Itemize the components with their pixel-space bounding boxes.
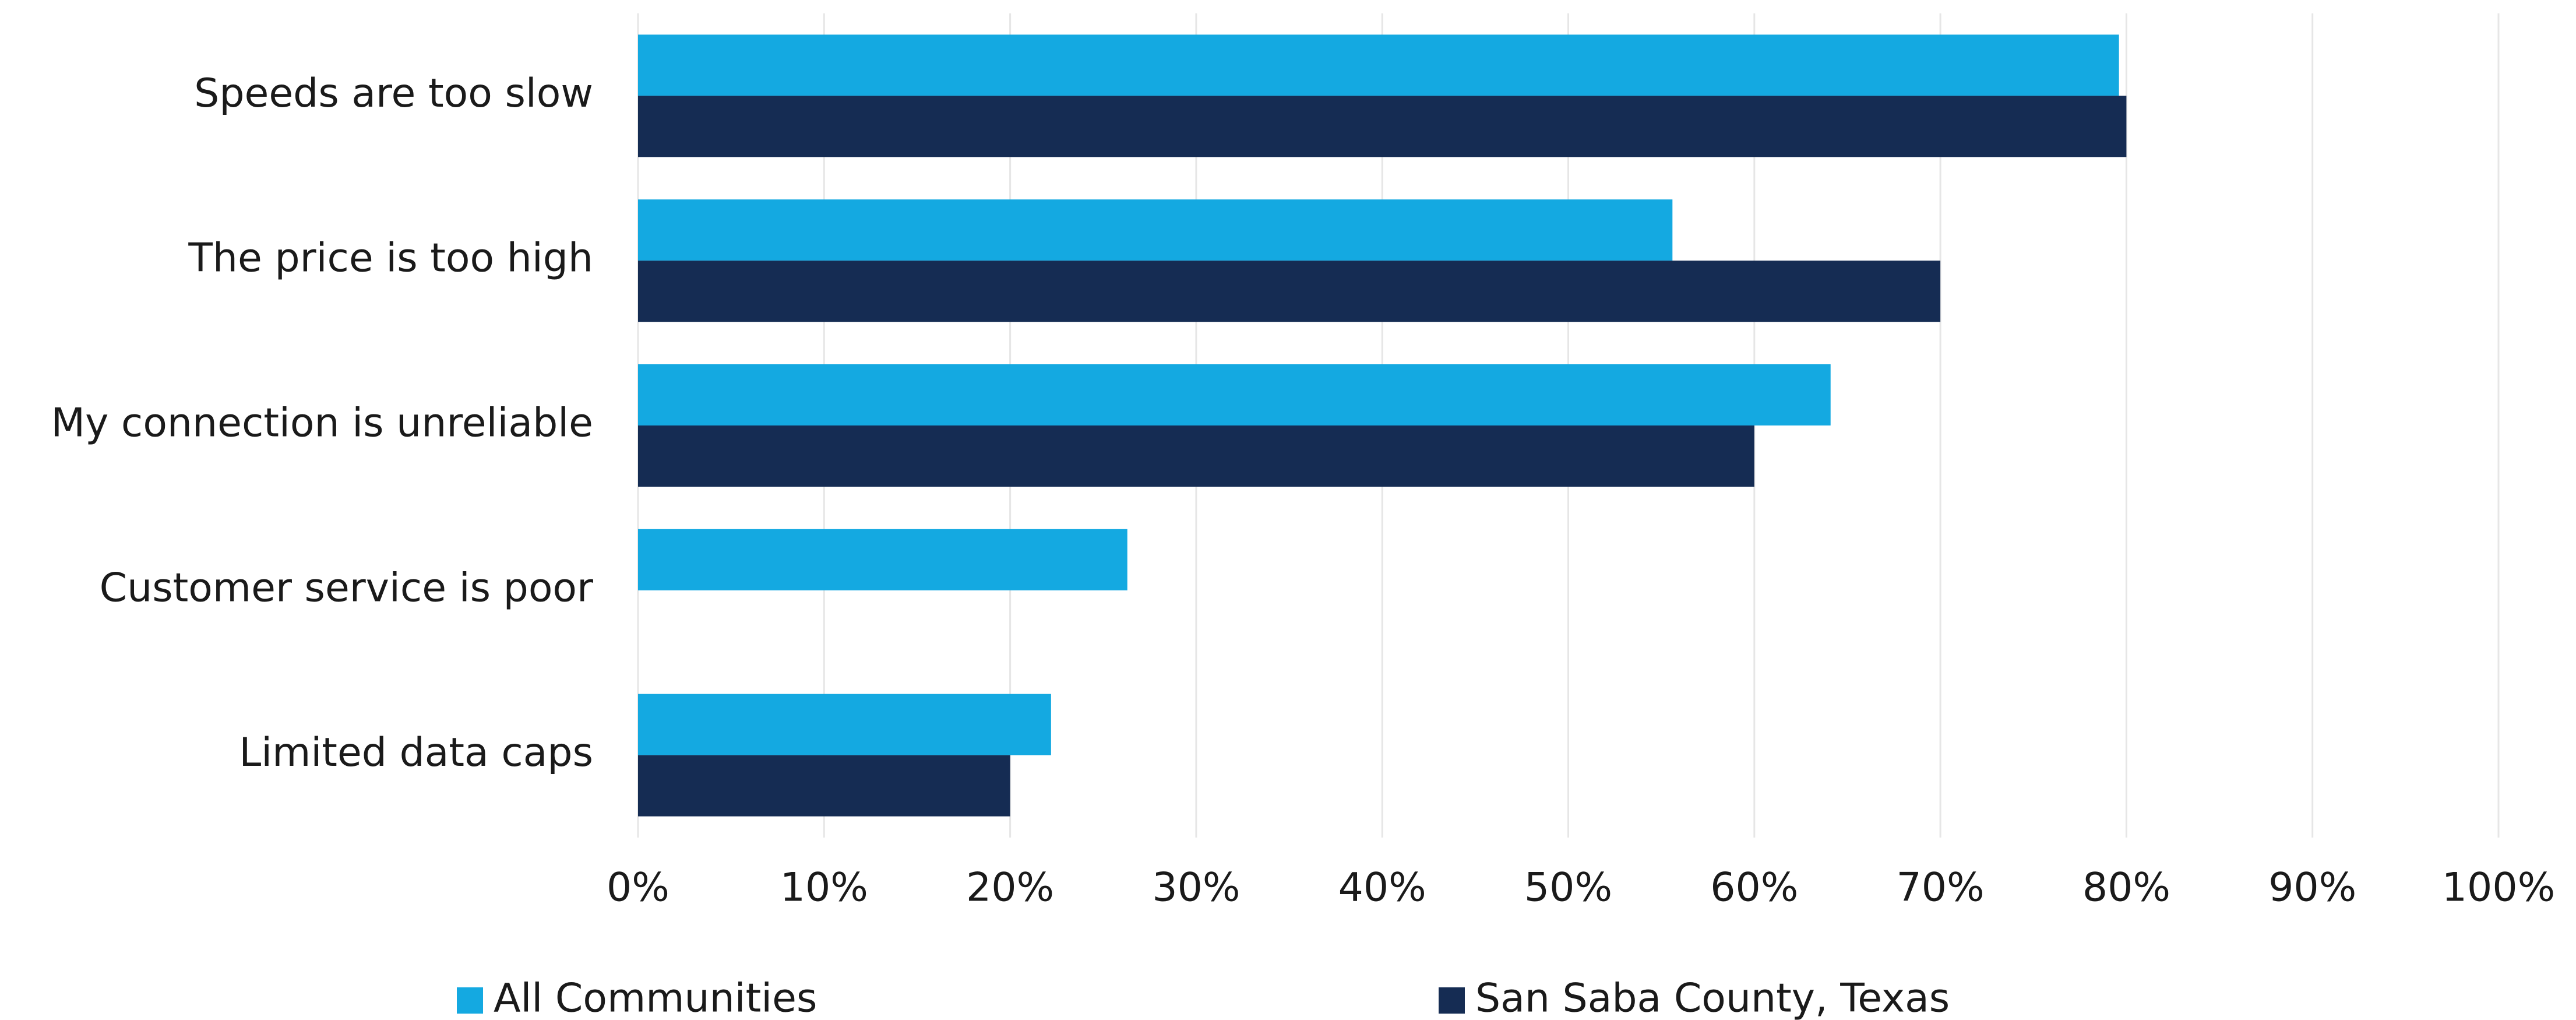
x-tick-label: 50% [1524,865,1612,911]
x-tick-label: 80% [2082,865,2170,911]
x-tick-label: 30% [1152,865,1240,911]
legend-swatch [457,987,483,1014]
bar [638,34,2119,96]
x-tick-label: 20% [966,865,1054,911]
bar [638,199,1673,261]
bar [638,529,1127,590]
y-tick-label: The price is too high [188,235,593,282]
legend-swatch [1439,987,1465,1014]
y-tick-label: Speeds are too slow [194,71,593,117]
bar [638,364,1831,425]
x-tick-label: 70% [1897,865,1985,911]
bar [638,96,2127,157]
x-tick-label: 100% [2442,865,2555,911]
bar [638,425,1754,487]
y-tick-label: My connection is unreliable [51,400,593,446]
x-tick-label: 40% [1338,865,1426,911]
legend-label: All Communities [494,976,817,1020]
x-tick-label: 90% [2268,865,2356,911]
y-tick-label: Customer service is poor [100,565,593,611]
bar [638,694,1051,755]
legend-label: San Saba County, Texas [1475,976,1950,1020]
x-tick-label: 0% [607,865,669,911]
bar [638,755,1010,817]
y-tick-label: Limited data caps [239,730,593,776]
bar [638,261,1941,322]
x-tick-label: 10% [780,865,868,911]
x-tick-label: 60% [1710,865,1798,911]
